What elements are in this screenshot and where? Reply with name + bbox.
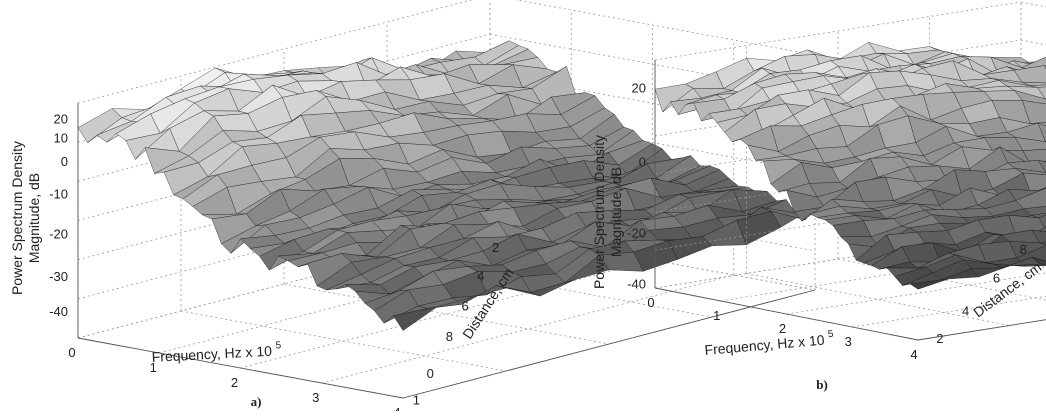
- z-tick-label: 10: [54, 130, 68, 145]
- panel-a-xlabel: Frequency, Hz x 10 5: [151, 340, 282, 365]
- x-tick-label: 1: [713, 308, 720, 323]
- x-tick-label: 0: [68, 345, 75, 360]
- y-tick-label: 6: [993, 271, 1000, 286]
- y-tick-label: 4: [477, 268, 484, 283]
- y-tick-label: 8: [446, 329, 453, 344]
- x-tick-label: 4: [910, 347, 917, 362]
- z-tick-label: 20: [632, 81, 646, 96]
- y-tick-label: 1: [413, 393, 420, 408]
- panel-b-xlabel-exponent: 5: [827, 329, 834, 340]
- z-tick-label: -40: [49, 304, 68, 319]
- z-tick-label: 20: [54, 111, 68, 126]
- panel-b-xlabel-text: Frequency, Hz x 10: [704, 332, 825, 358]
- z-tick-label: -20: [627, 225, 646, 240]
- x-tick-label: 2: [231, 375, 238, 390]
- panel-b-surface: [655, 42, 1046, 289]
- panel-b-xlabel: Frequency, Hz x 10 5: [704, 329, 835, 358]
- y-tick-label: 6: [461, 299, 468, 314]
- x-tick-label: 3: [845, 334, 852, 349]
- panel-a-zlabel-line2: Magnitude, dB: [26, 173, 42, 263]
- z-tick-label: -20: [49, 227, 68, 242]
- panel-a-zlabel-line1: Power Spectrum Density: [9, 141, 25, 295]
- y-tick-label: 2: [492, 240, 499, 255]
- z-tick-label: -40: [627, 277, 646, 292]
- z-tick-label: -30: [49, 269, 68, 284]
- z-tick-label: 0: [61, 154, 68, 169]
- x-tick-label: 3: [312, 390, 319, 405]
- y-tick-label: 8: [1020, 242, 1027, 257]
- panel-b-zlabel-line2: Magnitude, dB: [608, 167, 624, 257]
- y-tick-label: 2: [936, 331, 943, 346]
- x-tick-label: 4: [393, 405, 400, 411]
- y-tick-label: 4: [962, 304, 969, 319]
- panel-b-zlabel-line1: Power Spectrum Density: [591, 135, 607, 289]
- panel-a-xlabel-exponent: 5: [275, 340, 282, 351]
- panel-b-panel-label: b): [816, 377, 828, 392]
- x-tick-label: 2: [779, 321, 786, 336]
- z-tick-label: -10: [49, 187, 68, 202]
- x-tick-label: 0: [647, 295, 654, 310]
- y-tick-label: 0: [427, 366, 434, 381]
- panel-a-panel-label: a): [251, 394, 262, 409]
- panel-a-xlabel-text: Frequency, Hz x 10: [151, 343, 272, 365]
- z-tick-label: 0: [639, 155, 646, 170]
